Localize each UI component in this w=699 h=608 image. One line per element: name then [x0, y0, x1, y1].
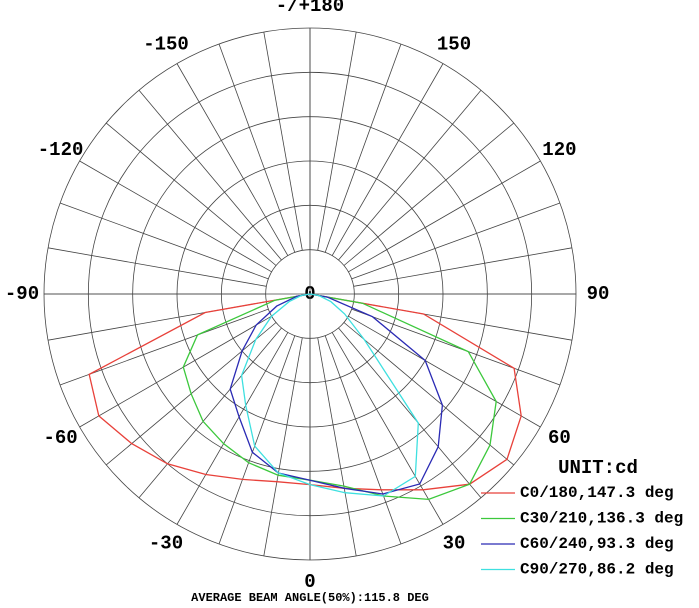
spoke: [59, 308, 269, 386]
angle-label: 120: [542, 139, 576, 161]
ring: [132, 116, 488, 472]
angle-label: 60: [548, 427, 571, 449]
angle-label: 0: [304, 571, 315, 593]
spoke: [47, 247, 267, 287]
angle-label: 90: [587, 283, 610, 305]
spoke: [338, 327, 482, 499]
legend-label: C30/210,136.3 deg: [520, 510, 683, 528]
spoke: [176, 332, 289, 525]
spoke: [263, 31, 303, 251]
spoke: [138, 89, 282, 261]
ring: [220, 204, 400, 384]
spoke: [351, 202, 561, 280]
ring: [176, 160, 444, 428]
spoke: [348, 160, 541, 273]
ring: [265, 249, 355, 339]
legend-label: C90/270,86.2 deg: [520, 561, 674, 579]
angle-label: -90: [5, 283, 39, 305]
angle-label: -60: [43, 427, 77, 449]
angle-label: -120: [38, 139, 84, 161]
spoke: [331, 63, 444, 256]
spoke: [263, 337, 303, 557]
spoke: [343, 322, 515, 466]
series-line: [229, 293, 444, 495]
angle-label: 150: [437, 34, 471, 56]
angle-label: -/+180: [276, 0, 344, 17]
angle-label: 30: [443, 532, 466, 554]
spoke: [79, 160, 272, 273]
footer: AVERAGE BEAM ANGLE(50%):115.8 DEG: [191, 591, 429, 605]
spoke: [351, 308, 561, 386]
spoke: [176, 63, 289, 256]
spoke: [59, 202, 269, 280]
spoke: [324, 43, 402, 253]
legend-label: C60/240,93.3 deg: [520, 535, 674, 553]
spoke: [324, 335, 402, 545]
spoke: [348, 315, 541, 428]
series-line: [240, 293, 419, 497]
legend-label: C0/180,147.3 deg: [520, 484, 674, 502]
spoke: [331, 332, 444, 525]
ring: [87, 71, 533, 517]
spoke: [79, 315, 272, 428]
spoke: [338, 89, 482, 261]
ring: [43, 27, 577, 561]
spoke: [353, 247, 573, 287]
spoke: [317, 337, 357, 557]
spoke: [138, 327, 282, 499]
spoke: [317, 31, 357, 251]
spoke: [218, 43, 296, 253]
unit-label: UNIT:cd: [558, 457, 638, 479]
spoke: [105, 122, 277, 266]
angle-label: -30: [149, 532, 183, 554]
spoke: [343, 122, 515, 266]
spoke: [218, 335, 296, 545]
angle-label: -150: [143, 34, 189, 56]
